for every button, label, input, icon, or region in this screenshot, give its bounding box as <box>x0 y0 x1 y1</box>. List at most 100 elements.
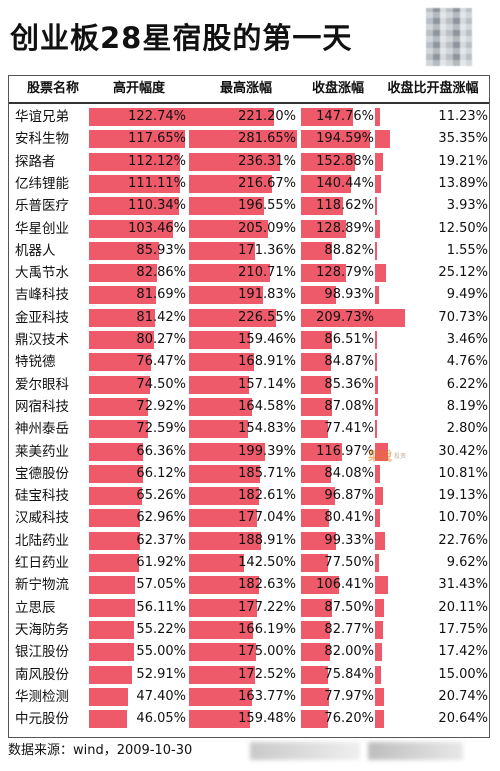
ratio-cell: 3.46% <box>375 329 491 351</box>
high-cell: 205.09% <box>189 218 299 240</box>
table-row: 亿纬锂能 111.11% 216.67% 140.44% 13.89% <box>9 173 489 195</box>
open-bar <box>89 375 150 394</box>
high-value: 159.48% <box>238 711 296 727</box>
ratio-bar <box>375 197 377 216</box>
high-value: 172.52% <box>238 666 296 682</box>
high-value: 177.04% <box>238 510 296 526</box>
page-title: 创业板28星宿股的第一天 <box>10 21 353 55</box>
close-cell: 87.08% <box>301 396 377 418</box>
close-cell: 209.73% <box>301 307 377 329</box>
stock-name: 宝德股份 <box>15 465 69 482</box>
open-bar <box>89 665 133 684</box>
close-value: 98.93% <box>324 287 374 303</box>
close-cell: 80.41% <box>301 507 377 529</box>
stock-name: 南风股份 <box>15 666 69 683</box>
close-bar <box>301 375 332 394</box>
ratio-value: 8.19% <box>446 398 488 414</box>
table-row: 立思辰 56.11% 177.22% 87.50% 20.11% <box>9 597 489 619</box>
close-value: 88.82% <box>324 242 374 258</box>
high-value: 163.77% <box>238 688 296 704</box>
close-value: 152.88% <box>316 153 374 169</box>
high-value: 175.00% <box>238 644 296 660</box>
ratio-bar <box>375 286 380 305</box>
open-value: 65.26% <box>136 488 186 504</box>
close-cell: 147.76% <box>301 106 377 128</box>
table-row: 金亚科技 81.42% 226.55% 209.73% 70.73% <box>9 307 489 329</box>
ratio-value: 25.12% <box>438 265 488 281</box>
close-value: 82.77% <box>324 621 374 637</box>
open-bar <box>89 308 156 327</box>
open-bar <box>89 464 143 483</box>
open-value: 81.69% <box>136 287 186 303</box>
ratio-bar <box>375 487 384 506</box>
ratio-value: 19.13% <box>438 488 488 504</box>
data-source-note: 数据来源：wind，2009-10-30 <box>8 743 193 758</box>
open-bar <box>89 687 128 706</box>
high-bar <box>189 509 257 528</box>
close-bar <box>301 264 347 283</box>
close-value: 76.20% <box>324 711 374 727</box>
high-value: 182.63% <box>238 577 296 593</box>
open-bar <box>89 241 159 260</box>
high-value: 226.55% <box>238 309 296 325</box>
open-bar <box>89 331 155 349</box>
close-value: 96.87% <box>324 488 374 504</box>
open-bar <box>89 710 127 729</box>
high-value: 168.91% <box>238 354 296 370</box>
high-value: 159.46% <box>238 332 296 347</box>
ratio-cell: 35.35% <box>375 128 491 150</box>
close-value: 85.36% <box>324 376 374 392</box>
high-cell: 171.36% <box>189 240 299 262</box>
close-cell: 128.79% <box>301 262 377 284</box>
close-value: 194.59% <box>316 131 374 147</box>
close-bar <box>301 620 331 639</box>
table-row: 新宁物流 57.05% 182.63% 106.41% 31.43% <box>9 574 489 596</box>
stock-name: 华星创业 <box>15 220 69 237</box>
open-value: 72.59% <box>136 421 186 437</box>
ratio-value: 20.11% <box>438 599 488 615</box>
close-value: 77.50% <box>324 555 374 570</box>
ratio-cell: 30.42% <box>375 441 491 463</box>
stock-name: 神州泰岳 <box>15 421 69 438</box>
close-cell: 84.08% <box>301 463 377 485</box>
high-cell: 199.39% <box>189 441 299 463</box>
ratio-cell: 10.70% <box>375 507 491 529</box>
close-value: 106.41% <box>316 577 374 593</box>
stock-name: 爱尔眼科 <box>15 376 69 393</box>
close-value: 128.89% <box>316 220 374 236</box>
high-value: 191.83% <box>238 287 296 303</box>
ratio-value: 2.80% <box>446 421 488 437</box>
high-cell: 166.19% <box>189 619 299 641</box>
close-cell: 98.93% <box>301 284 377 306</box>
table-row: 鼎汉技术 80.27% 159.46% 86.51% 3.46% <box>9 329 489 351</box>
high-cell: 142.50% <box>189 552 299 574</box>
stock-name: 北陆药业 <box>15 532 69 549</box>
open-value: 72.92% <box>136 398 186 414</box>
ratio-cell: 11.23% <box>375 106 491 128</box>
open-cell: 110.34% <box>89 195 189 217</box>
close-cell: 194.59% <box>301 128 377 150</box>
ratio-bar <box>375 353 378 372</box>
close-bar <box>301 420 329 439</box>
high-bar <box>189 375 250 394</box>
high-cell: 236.31% <box>189 151 299 173</box>
watermark-sub: 投资 <box>394 452 407 460</box>
open-cell: 82.86% <box>89 262 189 284</box>
table-row: 机器人 85.93% 171.36% 88.82% 1.55% <box>9 240 489 262</box>
open-bar <box>89 152 181 171</box>
open-cell: 47.40% <box>89 686 189 708</box>
high-value: 281.65% <box>238 131 296 147</box>
close-bar <box>301 687 329 706</box>
ratio-value: 12.50% <box>438 220 488 236</box>
close-cell: 87.50% <box>301 597 377 619</box>
close-bar <box>301 554 329 572</box>
open-cell: 55.00% <box>89 641 189 663</box>
high-bar <box>189 687 252 706</box>
high-bar <box>189 442 266 461</box>
high-bar <box>189 576 260 595</box>
open-bar <box>89 197 179 216</box>
header-stock-name: 股票名称 <box>26 81 79 96</box>
close-value: 87.08% <box>324 398 374 414</box>
high-value: 182.61% <box>238 488 296 504</box>
ratio-bar <box>375 620 383 639</box>
